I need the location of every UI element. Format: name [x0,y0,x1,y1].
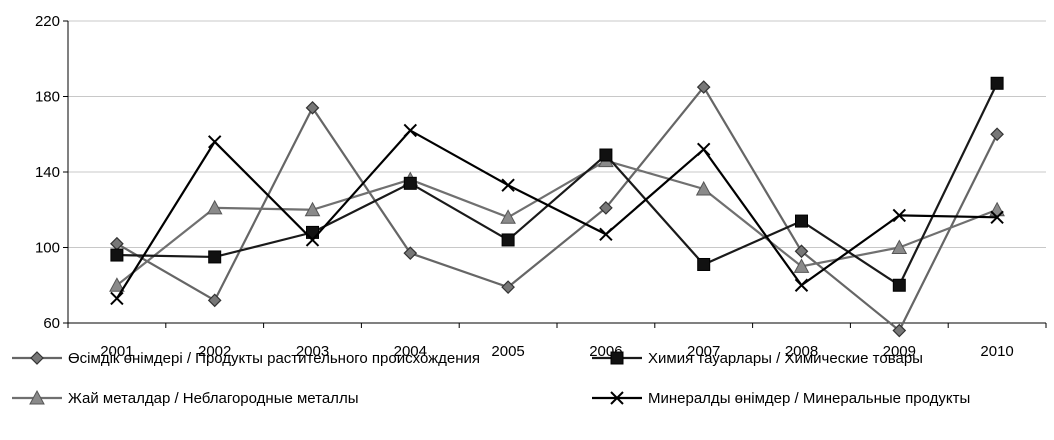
legend-label: Химия тауарлары / Химические товары [648,350,923,367]
diamond-marker [30,351,44,365]
x-marker [501,178,515,192]
series-group [110,80,1004,338]
series-group [110,123,1004,306]
square-marker [501,233,515,247]
square-marker [892,278,906,292]
series-line [116,85,999,333]
triangle-marker [29,389,45,405]
x-marker [599,227,613,241]
x-marker [610,391,624,405]
x-marker [696,142,711,157]
x-tick-label: 2010 [980,343,1013,360]
diamond-marker [990,127,1004,142]
diamond-marker [794,244,809,259]
square-marker [208,250,222,264]
x-marker [990,210,1004,225]
series-line [116,82,999,287]
x-tick-label: 2005 [491,343,524,360]
series-group [110,76,1004,292]
triangle-marker [891,239,908,254]
triangle-marker [206,199,223,215]
triangle-marker [304,201,321,217]
y-tick-label: 100 [35,240,60,257]
triangle-marker [109,277,125,292]
y-tick-label: 220 [35,13,60,30]
square-marker [795,214,808,228]
triangle-marker [793,258,810,273]
series-line [115,129,998,300]
square-marker [599,148,613,162]
x-tick-label: 2004 [394,343,427,360]
legend-label: Минералды өнімдер / Минеральные продукты [648,390,970,407]
diamond-marker [305,100,320,115]
diamond-marker [207,293,222,308]
diamond-marker [892,323,907,338]
y-tick-label: 140 [35,164,60,181]
x-marker [207,135,222,149]
triangle-marker [500,209,516,224]
y-tick-label: 180 [35,89,60,106]
square-marker [697,257,711,271]
square-marker [110,248,124,262]
legend-item: Өсімдік өнімдері / Продукты растительног… [12,350,480,367]
x-tick-label: 2007 [687,343,720,360]
x-marker [110,291,124,306]
square-marker [610,351,624,365]
triangle-marker [695,180,712,196]
x-tick-label: 2008 [785,343,818,360]
series-line [116,159,998,287]
legend-label: Жай металдар / Неблагородные металлы [68,390,358,407]
series-group [109,152,1005,292]
x-tick-label: 2002 [198,343,231,360]
diamond-marker [696,80,711,94]
legend-item: Минералды өнімдер / Минеральные продукты [592,390,970,407]
square-marker [990,76,1004,90]
diamond-marker [403,246,418,261]
x-marker [794,278,809,292]
legend-item: Жай металдар / Неблагородные металлы [12,389,358,407]
diamond-marker [501,280,515,294]
x-marker [892,208,907,223]
y-tick-label: 60 [43,315,60,332]
x-tick-label: 2001 [100,343,133,360]
legend-label: Өсімдік өнімдері / Продукты растительног… [68,350,480,367]
diamond-marker [599,201,613,215]
x-marker [403,123,418,138]
x-tick-label: 2003 [296,343,329,360]
square-marker [403,176,417,190]
legend-item: Химия тауарлары / Химические товары [592,350,923,367]
x-marker [305,233,320,247]
x-tick-label: 2009 [883,343,916,360]
